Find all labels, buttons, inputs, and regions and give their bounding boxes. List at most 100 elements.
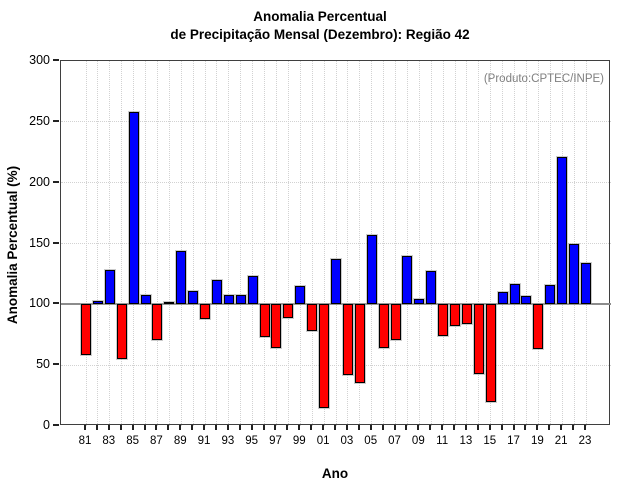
plot-area: (Produto:CPTEC/INPE) <box>60 60 611 426</box>
x-axis-label: Ano <box>321 466 349 481</box>
x-axis-tick <box>429 425 432 430</box>
bar-2014 <box>473 304 484 374</box>
x-axis-tick <box>393 425 396 430</box>
baseline-100-line <box>61 303 611 306</box>
bar-2016 <box>497 292 508 305</box>
y-axis-tick-label: 0 <box>43 418 50 432</box>
bar-1985 <box>128 112 139 305</box>
x-axis-tick <box>572 425 575 430</box>
bar-1990 <box>188 290 199 305</box>
x-axis-tick <box>226 425 229 430</box>
bar-2012 <box>450 304 461 327</box>
x-axis-tick <box>179 425 182 430</box>
bar-1999 <box>295 286 306 305</box>
x-axis-tick-label: 97 <box>269 435 282 447</box>
x-axis-tick-label: 13 <box>459 435 473 447</box>
x-axis-tick <box>488 425 491 430</box>
x-axis-tick-label: 93 <box>221 435 235 447</box>
x-axis-tick <box>143 425 146 430</box>
x-axis-tick <box>84 425 86 430</box>
y-axis-tick-label: 200 <box>29 174 50 189</box>
y-axis-tick-label: 300 <box>29 53 50 67</box>
bar-1997 <box>271 304 282 349</box>
x-axis-tick-label: 83 <box>102 435 116 447</box>
x-axis-tick <box>155 425 158 430</box>
x-axis-tick <box>536 425 539 430</box>
x-axis-tick <box>250 425 253 430</box>
y-axis-tick <box>53 180 59 183</box>
x-axis-tick <box>214 425 217 430</box>
bar-2001 <box>319 304 330 408</box>
y-axis-tick-label: 50 <box>36 357 50 372</box>
bar-2004 <box>354 304 365 384</box>
bar-2020 <box>545 284 556 305</box>
x-axis-tick <box>203 425 206 430</box>
x-axis-tick <box>334 425 336 430</box>
horizontal-gridline <box>61 121 611 123</box>
x-axis-tick-label: 19 <box>530 435 544 447</box>
bar-2007 <box>390 304 401 340</box>
x-axis-tick <box>381 425 384 430</box>
bar-1994 <box>235 294 246 305</box>
y-axis-tick-label: 250 <box>29 113 50 128</box>
x-axis-tick-label: 01 <box>316 435 330 447</box>
x-axis-tick <box>262 425 265 430</box>
x-axis-tick <box>274 425 277 430</box>
x-axis-tick <box>167 425 170 430</box>
x-axis-tick-label: 95 <box>245 435 259 447</box>
bar-2010 <box>426 271 437 305</box>
bar-1984 <box>116 304 127 360</box>
x-axis-tick <box>310 425 313 430</box>
horizontal-gridline <box>61 182 611 184</box>
x-axis-tick <box>345 425 348 430</box>
bar-2003 <box>342 304 353 375</box>
x-axis-tick-label: 17 <box>507 435 520 447</box>
bar-2008 <box>402 255 413 305</box>
y-axis-tick <box>53 119 59 122</box>
x-axis-tick <box>548 425 551 430</box>
x-axis-tick-label: 81 <box>78 435 92 447</box>
bar-1987 <box>152 304 163 340</box>
x-axis-tick <box>512 425 515 430</box>
bar-2017 <box>509 283 520 305</box>
x-axis-tick <box>441 425 444 430</box>
bar-1983 <box>104 270 115 305</box>
x-axis-tick <box>405 425 408 430</box>
bar-1988 <box>164 301 175 305</box>
y-axis-tick <box>53 424 59 426</box>
bar-2011 <box>438 304 449 336</box>
x-axis-tick <box>95 425 98 430</box>
bar-1993 <box>223 294 234 305</box>
bar-1981 <box>81 304 91 356</box>
horizontal-gridline <box>61 364 611 366</box>
x-axis-tick-label: 11 <box>436 435 449 447</box>
bar-2015 <box>485 304 496 402</box>
x-axis-tick <box>453 425 456 430</box>
bar-2002 <box>331 259 341 305</box>
x-axis-tick <box>560 425 563 430</box>
x-axis-tick <box>191 425 194 430</box>
y-axis-tick <box>53 59 59 61</box>
bar-2013 <box>461 304 472 324</box>
x-axis-tick <box>584 425 586 430</box>
x-axis-tick <box>369 425 372 430</box>
bar-1996 <box>259 304 270 338</box>
product-annotation: (Produto:CPTEC/INPE) <box>483 73 604 85</box>
x-axis-tick-label: 15 <box>483 435 497 447</box>
bar-2000 <box>307 304 318 332</box>
bar-2023 <box>581 262 591 305</box>
bar-2009 <box>414 299 425 305</box>
y-axis-tick <box>53 302 59 305</box>
bar-2005 <box>366 234 377 305</box>
x-axis-tick-label: 03 <box>340 435 354 447</box>
bar-1986 <box>140 294 151 305</box>
x-axis-tick-label: 21 <box>554 435 568 447</box>
x-axis-tick <box>417 425 420 430</box>
bar-1995 <box>247 276 258 305</box>
x-axis-tick <box>298 425 301 430</box>
chart-title: Anomalia Percentual de Precipitação Mens… <box>0 8 640 44</box>
y-axis-tick-label: 150 <box>29 235 50 250</box>
x-axis-tick <box>131 425 134 430</box>
chart-title-line2: de Precipitação Mensal (Dezembro): Regiã… <box>170 27 470 42</box>
